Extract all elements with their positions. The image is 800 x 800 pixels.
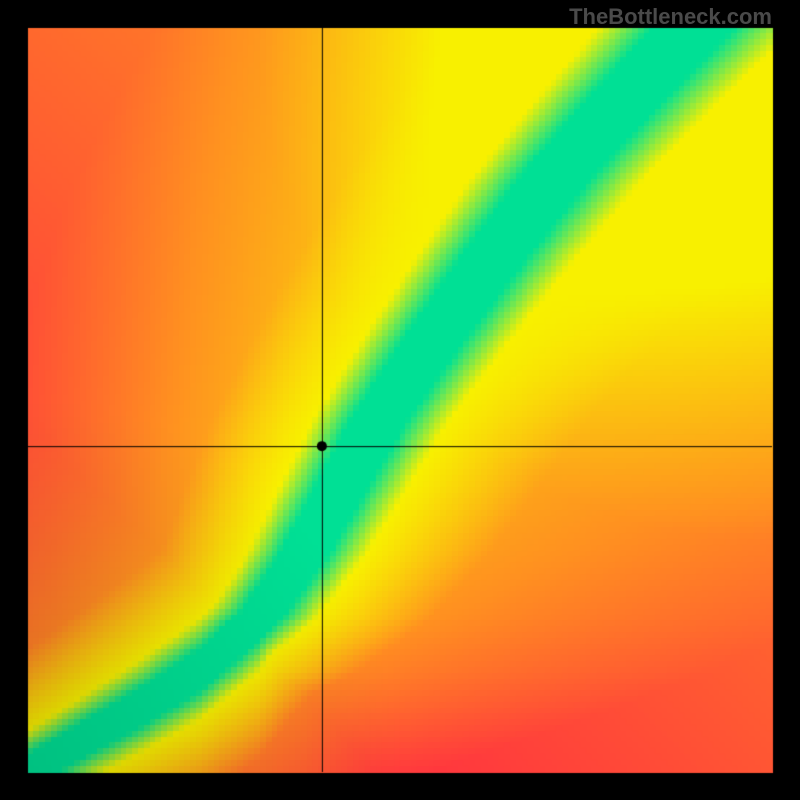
chart-container: TheBottleneck.com xyxy=(0,0,800,800)
bottleneck-heatmap xyxy=(0,0,800,800)
watermark-text: TheBottleneck.com xyxy=(569,4,772,30)
